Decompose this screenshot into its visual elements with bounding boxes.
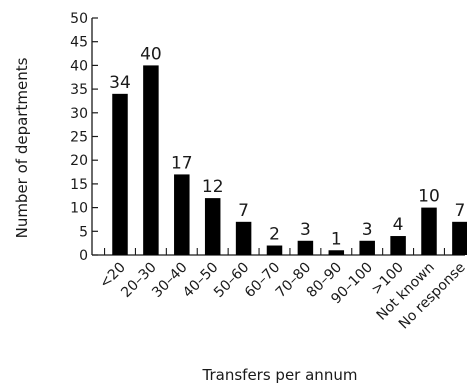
bar [204,198,221,255]
y-tick-label: 20 [70,153,88,169]
bar-value-label: 1 [331,229,342,249]
chart-bars [112,65,467,256]
x-axis-categories: <2020–3030–4040–5050–6060–7070–8080–9090… [97,260,467,333]
x-axis-title: Transfers per annum [202,366,358,384]
bar-value-label: 40 [140,44,162,64]
bar-value-label: 2 [269,225,280,245]
y-tick-label: 0 [79,248,88,264]
bar [297,240,314,255]
y-tick-label: 10 [70,201,88,217]
bar [328,250,345,255]
bar-value-label: 7 [454,201,465,221]
y-tick-label: 25 [70,130,88,146]
bar-value-label: 10 [418,187,440,207]
y-tick-label: 15 [70,177,88,193]
bar [421,207,437,255]
bar-value-label: 3 [362,220,373,240]
bar-value-label: 4 [393,215,404,235]
y-tick-label: 30 [70,106,88,122]
bar [143,65,159,256]
bar [266,245,283,255]
y-tick-label: 45 [70,35,88,51]
bar [235,221,252,255]
bar [390,236,406,255]
bar [112,93,128,255]
y-tick-label: 40 [70,58,88,74]
bar [452,221,467,255]
bar [359,240,375,255]
y-tick-label: 35 [70,82,88,98]
bar [174,174,190,255]
bar-value-label: 3 [300,220,311,240]
bar-value-label: 7 [238,201,249,221]
bar-value-label: 17 [171,153,193,173]
bar-value-label: 34 [109,73,131,93]
y-tick-label: 50 [70,11,88,27]
y-axis-title: Number of departments [13,57,31,238]
bar-value-label: 12 [202,177,224,197]
y-tick-label: 5 [79,224,88,240]
y-axis-ticks: 0 5 10 15 20 25 30 35 40 45 50 [70,11,98,264]
